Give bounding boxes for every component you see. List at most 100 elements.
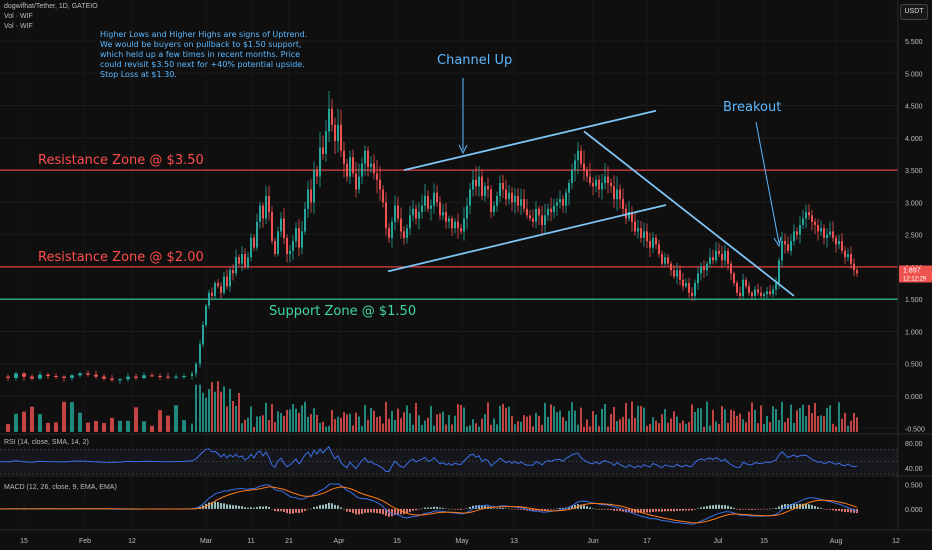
candle-body	[700, 266, 702, 274]
candle-body	[30, 376, 34, 379]
volume-bar	[195, 384, 197, 432]
price-tick-label[interactable]: 3.000	[905, 200, 923, 207]
volume-bar	[583, 426, 585, 432]
macd-histogram-bar	[784, 504, 786, 509]
macd-histogram-bar	[349, 508, 351, 512]
time-tick-label[interactable]: 15	[760, 538, 768, 545]
time-tick-label[interactable]: 15	[20, 538, 28, 545]
volume-bar	[241, 423, 243, 432]
candle-body	[182, 375, 186, 377]
time-axis[interactable]: 15 Feb 12 Mar 11 21 Apr 15 May 13 Jun 17 Jul 15 Aug 12	[0, 529, 932, 545]
time-tick-label[interactable]: 13	[510, 538, 518, 545]
macd-histogram-bar	[652, 508, 654, 512]
time-tick-label[interactable]: Mar	[200, 538, 213, 545]
candle-body	[271, 212, 273, 242]
candle-body	[841, 241, 843, 251]
volume-bar	[523, 415, 525, 432]
trendlines[interactable]	[387, 109, 795, 297]
candle-body	[142, 375, 146, 378]
volume-bar	[265, 402, 267, 432]
macd-histogram-bar	[220, 503, 222, 509]
time-tick-label[interactable]: Jun	[587, 538, 598, 545]
price-tick-label[interactable]: 1.000	[905, 329, 923, 336]
volume-bar	[298, 412, 300, 432]
macd-histogram-bar	[559, 507, 561, 509]
candle-body	[256, 221, 258, 248]
candle-body	[781, 241, 783, 261]
price-tick-label[interactable]: 1.500	[905, 297, 923, 304]
time-tick-label[interactable]: Feb	[79, 538, 91, 545]
volume-bar	[442, 411, 444, 432]
volume-bar	[847, 425, 849, 432]
volume-bar	[328, 426, 330, 432]
price-tick-label[interactable]: 0.000	[905, 394, 923, 401]
volume-bar	[499, 405, 501, 432]
time-tick-label[interactable]: Apr	[334, 538, 346, 545]
volume-bar	[259, 416, 261, 432]
volume-bar	[286, 409, 288, 432]
macd-histogram-bar	[763, 508, 765, 510]
time-tick-label[interactable]: 11	[247, 538, 254, 545]
macd-histogram-bar	[727, 505, 729, 509]
volume-bar	[673, 411, 675, 432]
macd-histogram-bar	[595, 508, 597, 510]
volume-bar	[214, 391, 216, 432]
price-tick-label[interactable]: 2.500	[905, 233, 923, 240]
channel-up-label: Channel Up	[437, 53, 512, 68]
candle-body	[397, 205, 399, 219]
macd-histogram-bar	[256, 507, 258, 509]
time-tick-label[interactable]: 17	[643, 538, 651, 545]
price-tick-label[interactable]: -0.500	[905, 426, 925, 433]
candle-body	[304, 208, 306, 232]
macd-histogram-bar	[838, 508, 840, 512]
macd-histogram-bar	[490, 507, 492, 509]
volume-bar	[544, 402, 546, 432]
price-tick-label[interactable]: 4.500	[905, 104, 923, 111]
trendline[interactable]	[403, 109, 657, 171]
currency-button[interactable]: USDT	[900, 4, 928, 20]
macd-histogram-bar	[664, 508, 666, 512]
price-tick-label[interactable]: 5.000	[905, 71, 923, 78]
volume-bar	[580, 407, 582, 432]
time-tick-label[interactable]: 12	[892, 538, 900, 545]
macd-histogram-bar	[355, 508, 357, 515]
price-tick-label[interactable]: 5.500	[905, 39, 923, 46]
trendline[interactable]	[387, 204, 667, 273]
volume-bar	[715, 421, 717, 432]
candle-body	[439, 202, 441, 216]
time-tick-label[interactable]: 21	[285, 538, 293, 545]
price-axis[interactable]: 5.5005.0004.5004.0003.5003.0002.5002.000…	[897, 0, 932, 530]
trendline[interactable]	[583, 130, 795, 297]
volume-bar	[376, 417, 378, 432]
candle-body	[607, 176, 609, 184]
candle-body	[319, 147, 321, 177]
time-tick-label[interactable]: Jul	[714, 538, 723, 545]
time-tick-label[interactable]: 15	[393, 538, 401, 545]
volume-bar	[337, 416, 339, 432]
volume-bar	[481, 418, 483, 432]
volume-bar	[703, 426, 705, 432]
candle-body	[355, 173, 357, 190]
macd-histogram-bar	[793, 503, 795, 509]
candle-body	[508, 192, 510, 200]
candle-body	[475, 179, 477, 187]
macd-label: MACD (12, 26, close, 9, EMA, EMA)	[4, 484, 117, 491]
volume-bar	[400, 418, 402, 432]
volume-bar	[451, 424, 453, 432]
macd-histogram-bar	[406, 508, 408, 514]
time-tick-label[interactable]: Aug	[830, 538, 843, 545]
candle-body	[838, 241, 840, 245]
volume-bar	[30, 406, 34, 432]
volume-bar	[829, 405, 831, 432]
time-tick-label[interactable]: 12	[128, 538, 136, 545]
price-tick-label[interactable]: 4.000	[905, 136, 923, 143]
price-tick-label[interactable]: 3.500	[905, 168, 923, 175]
volume-bar	[517, 421, 519, 432]
price-tick-label[interactable]: 0.500	[905, 362, 923, 369]
candle-body	[772, 289, 774, 295]
candle-body	[241, 254, 243, 264]
time-tick-label[interactable]: May	[455, 538, 469, 545]
candle-body	[70, 375, 74, 378]
candle-body	[292, 241, 294, 251]
